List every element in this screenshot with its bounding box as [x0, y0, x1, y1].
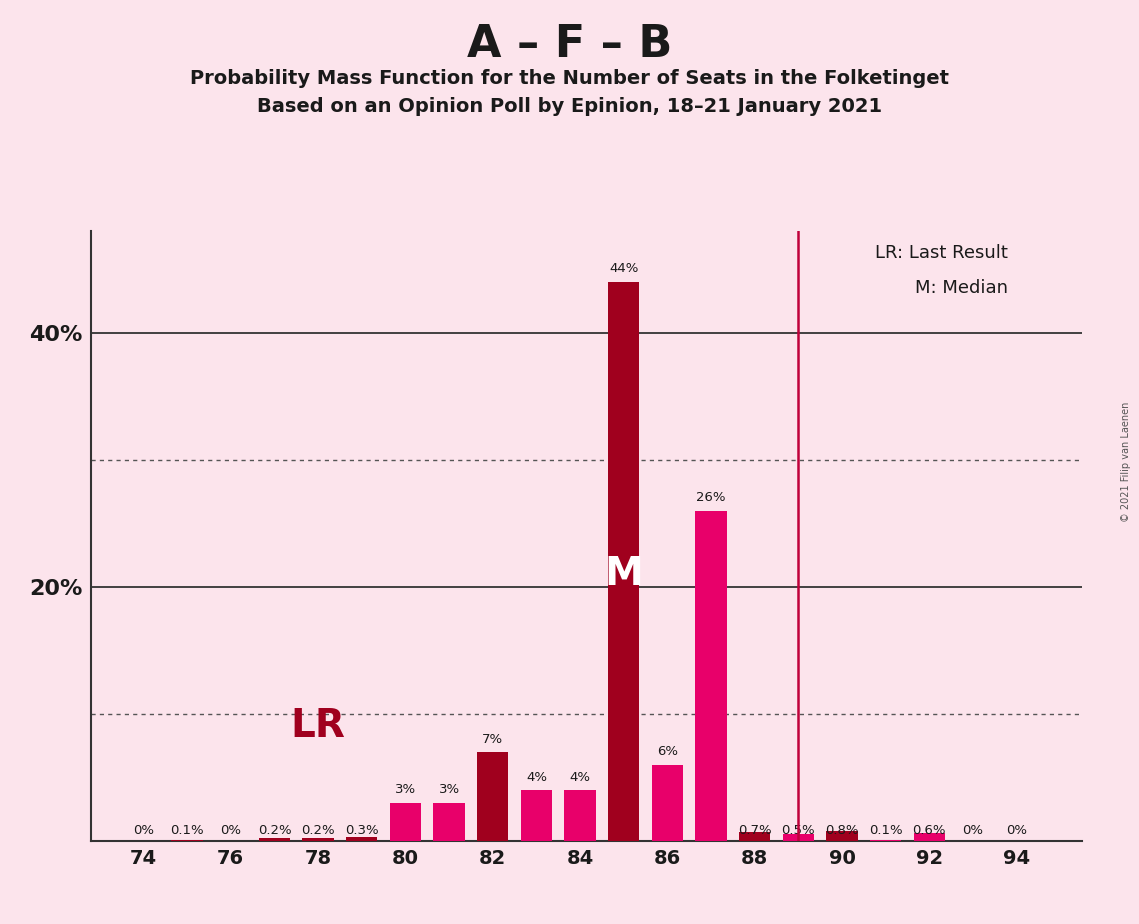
Bar [172, 840, 203, 841]
Bar [259, 838, 290, 841]
Text: 0.7%: 0.7% [738, 824, 771, 837]
Text: 0%: 0% [220, 824, 241, 837]
Text: 3%: 3% [439, 784, 460, 796]
Bar [302, 838, 334, 841]
Text: M: M [605, 555, 644, 593]
Text: 0.5%: 0.5% [781, 824, 816, 837]
Bar [521, 790, 552, 841]
Text: 4%: 4% [526, 771, 547, 784]
Text: M: Median: M: Median [915, 279, 1008, 298]
Text: 6%: 6% [657, 746, 678, 759]
Text: 0.2%: 0.2% [302, 824, 335, 837]
Text: LR: Last Result: LR: Last Result [875, 244, 1008, 261]
Bar [346, 837, 377, 841]
Bar [739, 832, 770, 841]
Text: 3%: 3% [395, 784, 416, 796]
Bar [564, 790, 596, 841]
Text: 0.1%: 0.1% [171, 824, 204, 837]
Text: 0.6%: 0.6% [912, 824, 947, 837]
Bar [390, 803, 421, 841]
Bar [608, 282, 639, 841]
Text: LR: LR [290, 708, 345, 746]
Text: 7%: 7% [482, 733, 503, 746]
Bar [477, 752, 508, 841]
Text: 0%: 0% [962, 824, 983, 837]
Text: 0.8%: 0.8% [826, 824, 859, 837]
Text: 0.1%: 0.1% [869, 824, 902, 837]
Bar [826, 831, 858, 841]
Bar [870, 840, 901, 841]
Text: 0.3%: 0.3% [345, 824, 378, 837]
Bar [433, 803, 465, 841]
Text: 0%: 0% [1006, 824, 1027, 837]
Bar [782, 834, 814, 841]
Text: © 2021 Filip van Laenen: © 2021 Filip van Laenen [1121, 402, 1131, 522]
Bar [913, 833, 945, 841]
Bar [695, 510, 727, 841]
Text: A – F – B: A – F – B [467, 23, 672, 67]
Text: Based on an Opinion Poll by Epinion, 18–21 January 2021: Based on an Opinion Poll by Epinion, 18–… [257, 97, 882, 116]
Text: 0%: 0% [133, 824, 154, 837]
Text: 4%: 4% [570, 771, 590, 784]
Text: Probability Mass Function for the Number of Seats in the Folketinget: Probability Mass Function for the Number… [190, 69, 949, 89]
Text: 26%: 26% [696, 492, 726, 505]
Bar [652, 765, 683, 841]
Text: 0.2%: 0.2% [257, 824, 292, 837]
Text: 44%: 44% [609, 262, 638, 275]
